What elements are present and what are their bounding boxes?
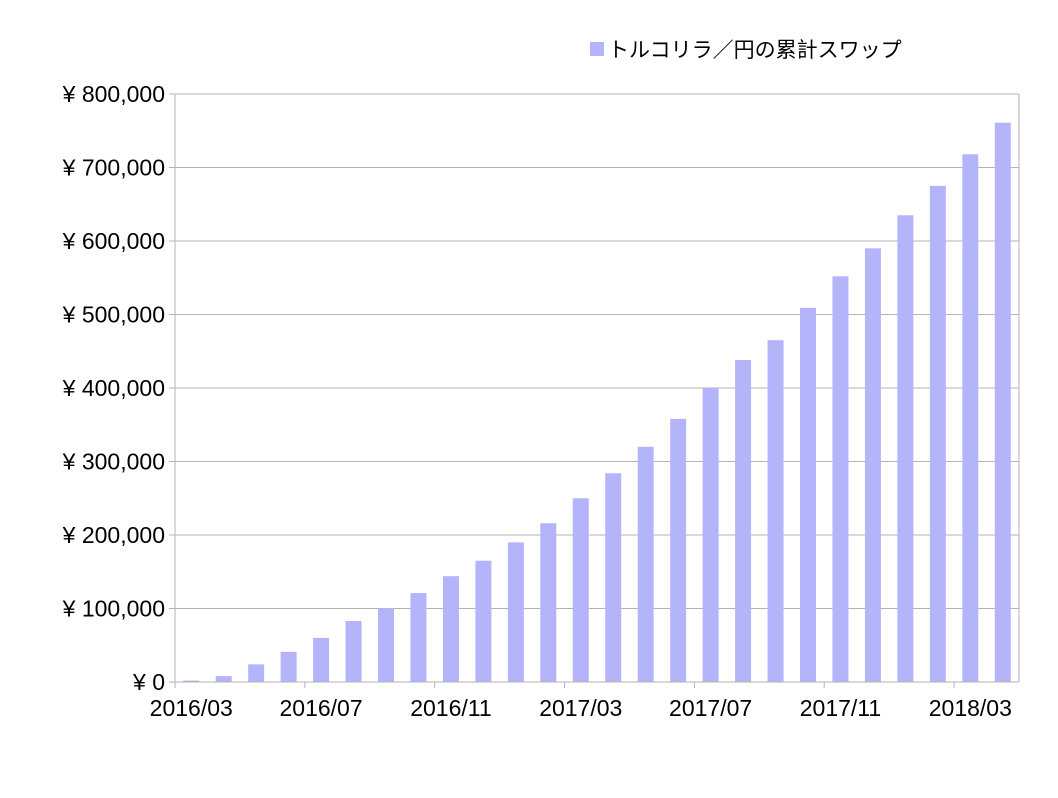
bar (540, 523, 557, 682)
y-tick-label: ¥ 200,000 (62, 522, 165, 548)
bar (735, 360, 752, 682)
y-tick-label: ¥ 300,000 (62, 449, 165, 475)
y-tick-labels: ¥ 0 ¥ 100,000 ¥ 200,000 ¥ 300,000 ¥ 400,000 ¥… (62, 81, 165, 695)
bar (605, 473, 622, 682)
bar (378, 608, 394, 682)
x-tick-label: 2016/03 (150, 695, 233, 721)
legend: トルコリラ／円の累計スワップ (590, 39, 902, 62)
legend-label: トルコリラ／円の累計スワップ (608, 39, 902, 62)
gridlines (175, 93, 1019, 609)
bar (670, 418, 687, 682)
bar (248, 664, 265, 682)
x-tick-label: 2016/11 (410, 695, 491, 721)
bar (864, 248, 881, 682)
bar (183, 680, 200, 682)
bar (507, 542, 524, 682)
bar (475, 560, 492, 682)
bar (410, 593, 427, 682)
bar (215, 676, 232, 682)
bar (897, 215, 914, 682)
y-tick-label: ¥ 500,000 (62, 302, 165, 328)
bar (345, 620, 362, 682)
x-tick-label: 2017/11 (800, 695, 881, 721)
bar (572, 498, 589, 682)
x-tick-label: 2017/03 (539, 695, 622, 721)
x-tick-labels: 2016/03 2016/07 2016/11 2017/03 2017/07 2017/… (150, 695, 1012, 721)
bar (637, 446, 654, 682)
y-tick-label: ¥ 700,000 (62, 155, 165, 181)
bar (929, 185, 946, 682)
y-tick-label: ¥ 100,000 (62, 596, 165, 622)
y-tick-label: ¥ 800,000 (62, 81, 165, 107)
y-tick-label: ¥ 400,000 (62, 375, 165, 401)
legend-swatch (590, 42, 604, 56)
bar (280, 651, 297, 682)
bar (767, 340, 784, 682)
bar (800, 307, 816, 682)
bar (313, 637, 330, 682)
bar (702, 388, 719, 682)
bar (994, 122, 1011, 683)
y-tick-label: ¥ 0 (132, 669, 165, 695)
x-tick-label: 2016/07 (280, 695, 363, 721)
bar (832, 276, 849, 682)
x-tick-label: 2017/07 (669, 695, 752, 721)
x-tick-label: 2018/03 (929, 695, 1012, 721)
y-tick-label: ¥ 600,000 (62, 228, 165, 254)
bar (962, 154, 979, 682)
bars (183, 122, 1011, 683)
axes (169, 93, 1020, 688)
bar (442, 576, 459, 682)
